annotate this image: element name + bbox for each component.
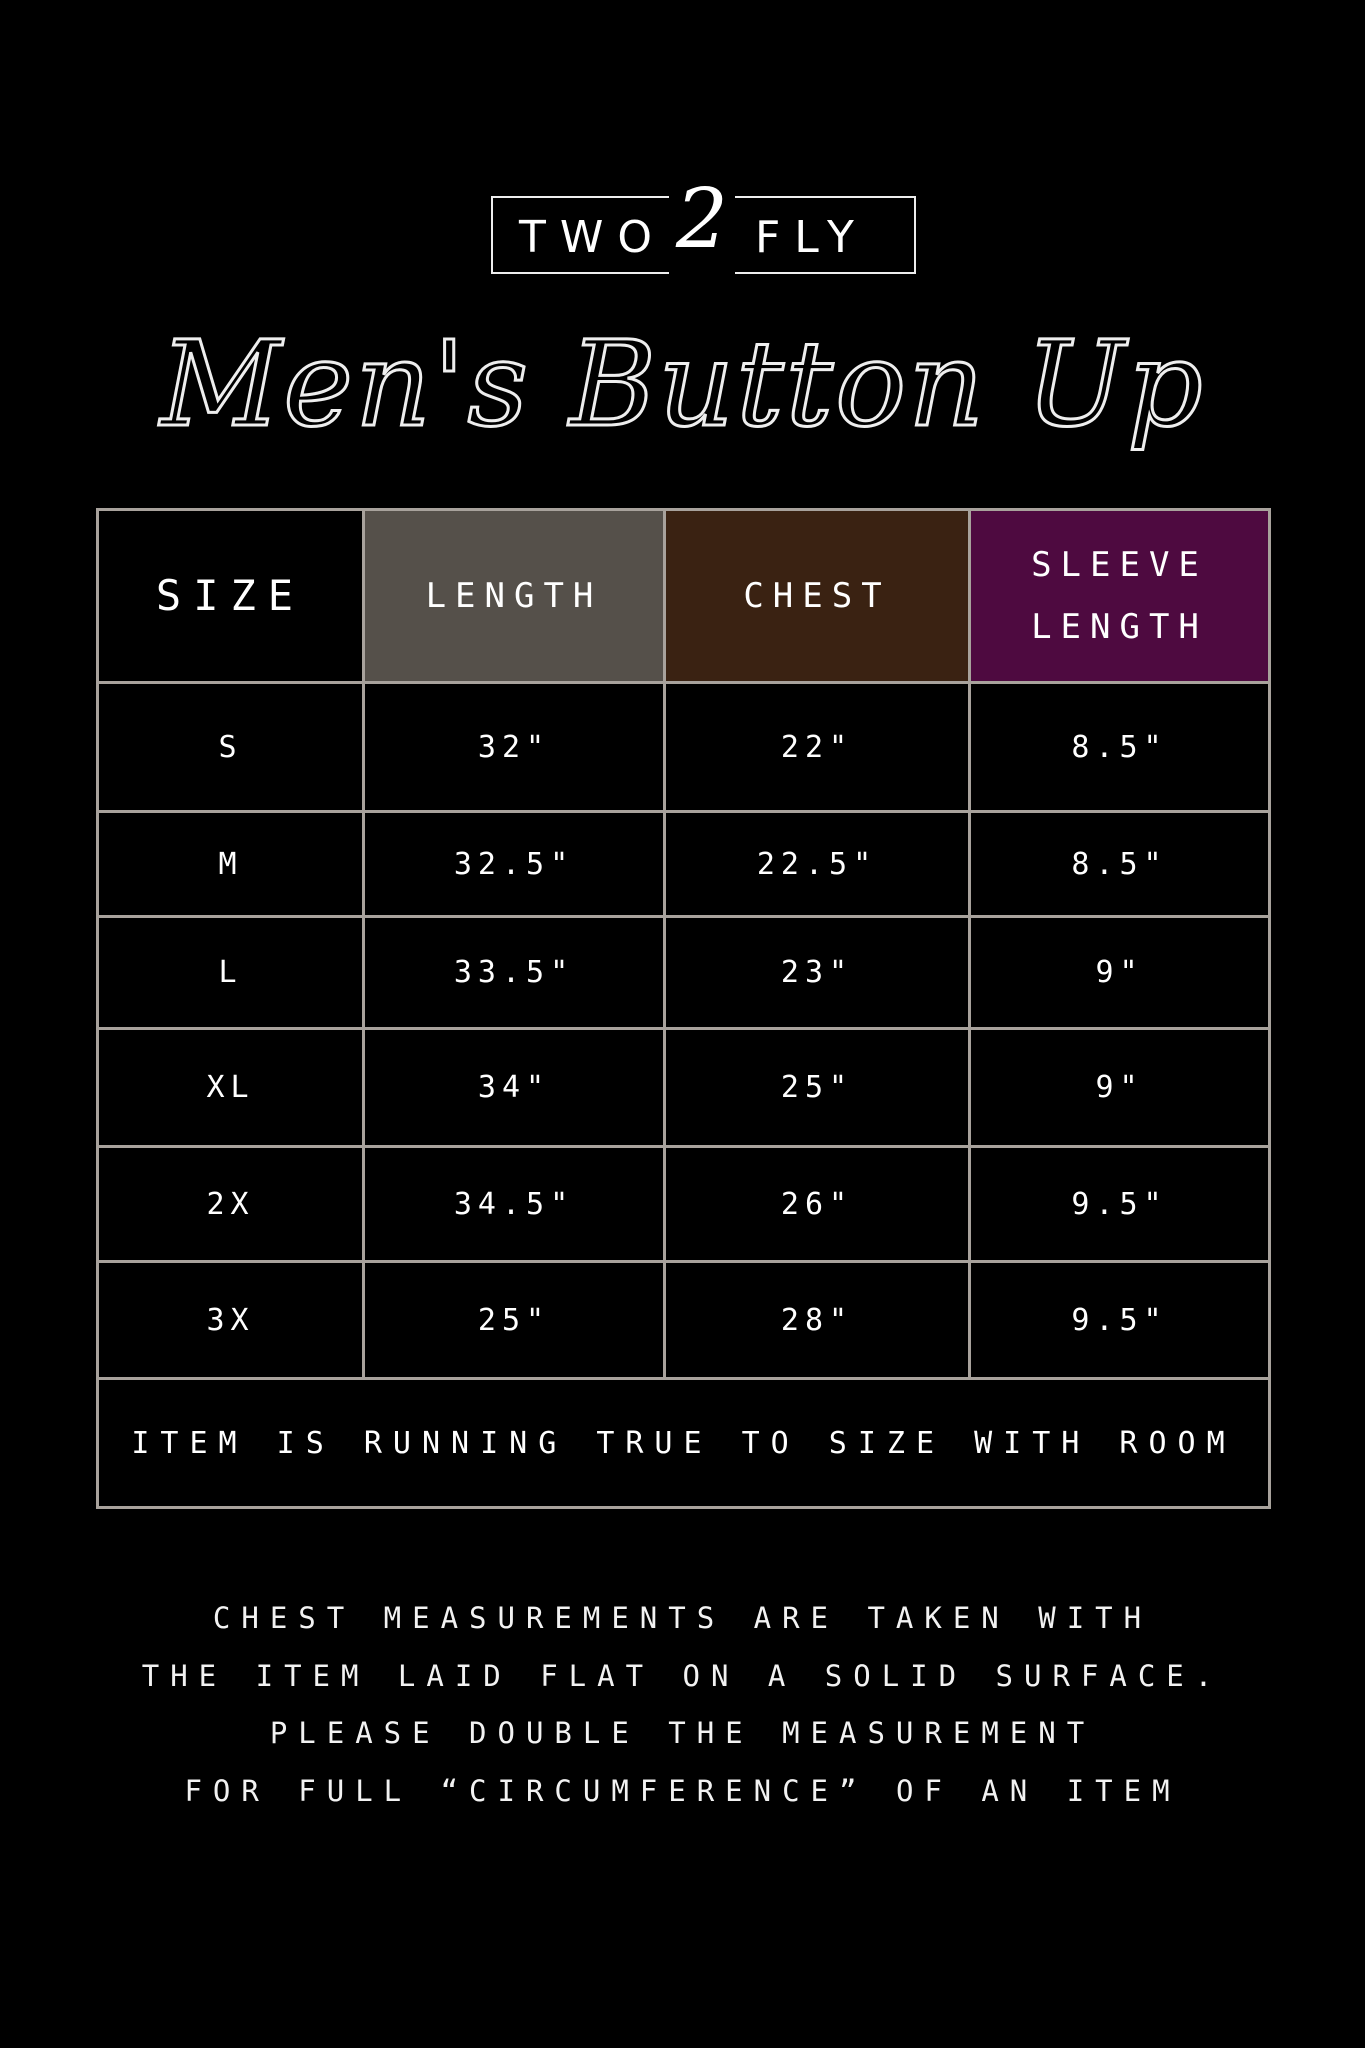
cell-size: XL (96, 1027, 365, 1148)
table-footer-row: ITEM IS RUNNING TRUE TO SIZE WITH ROOM (96, 1377, 1271, 1509)
cell-length: 32.5" (362, 810, 666, 918)
cell-size: S (96, 681, 365, 813)
table-row: XL 34" 25" 9" (96, 1027, 1271, 1148)
measurement-note: CHEST MEASUREMENTS ARE TAKEN WITH THE IT… (0, 1590, 1365, 1820)
cell-chest: 22.5" (663, 810, 971, 918)
cell-size: 2X (96, 1145, 365, 1263)
table-row: 2X 34.5" 26" 9.5" (96, 1145, 1271, 1263)
cell-length: 32" (362, 681, 666, 813)
note-line: PLEASE DOUBLE THE MEASUREMENT (269, 1716, 1096, 1750)
table-row: S 32" 22" 8.5" (96, 681, 1271, 813)
cell-length: 34" (362, 1027, 666, 1148)
table-row: 3X 25" 28" 9.5" (96, 1260, 1271, 1380)
table-row: L 33.5" 23" 9" (96, 915, 1271, 1030)
note-line: CHEST MEASUREMENTS ARE TAKEN WITH (212, 1601, 1153, 1635)
cell-size: 3X (96, 1260, 365, 1380)
cell-sleeve-length: 9.5" (968, 1145, 1271, 1263)
cell-length: 34.5" (362, 1145, 666, 1263)
cell-sleeve-length: 9" (968, 915, 1271, 1030)
header-size: SIZE (96, 508, 365, 684)
cell-sleeve-length: 8.5" (968, 810, 1271, 918)
header-chest: CHEST (663, 508, 971, 684)
size-chart-table: SIZE LENGTH CHEST SLEEVE LENGTH S 32" 22" 8… (96, 508, 1271, 1509)
page-title: Men's Button Up (159, 314, 1205, 455)
cell-chest: 23" (663, 915, 971, 1030)
note-line: FOR FULL “CIRCUMFERENCE” OF AN ITEM (184, 1773, 1181, 1808)
note-line: THE ITEM LAID FLAT ON A SOLID SURFACE. (141, 1658, 1224, 1693)
header-sleeve-length: SLEEVE LENGTH (968, 508, 1271, 684)
cell-chest: 22" (663, 681, 971, 813)
brand-logo: TWO 2 FLY (491, 170, 916, 280)
cell-chest: 26" (663, 1145, 971, 1263)
cell-chest: 25" (663, 1027, 971, 1148)
brand-logo-left: TWO (519, 212, 667, 263)
cell-length: 33.5" (362, 915, 666, 1030)
cell-sleeve-length: 8.5" (968, 681, 1271, 813)
cell-size: M (96, 810, 365, 918)
cell-sleeve-length: 9" (968, 1027, 1271, 1148)
header-length: LENGTH (362, 508, 666, 684)
table-row: M 32.5" 22.5" 8.5" (96, 810, 1271, 918)
cell-sleeve-length: 9.5" (968, 1260, 1271, 1380)
cell-chest: 28" (663, 1260, 971, 1380)
table-header-row: SIZE LENGTH CHEST SLEEVE LENGTH (96, 508, 1271, 684)
cell-size: L (96, 915, 365, 1030)
brand-logo-number: 2 (669, 170, 735, 280)
fit-note: ITEM IS RUNNING TRUE TO SIZE WITH ROOM (96, 1377, 1271, 1509)
cell-length: 25" (362, 1260, 666, 1380)
brand-logo-right: FLY (755, 212, 868, 263)
